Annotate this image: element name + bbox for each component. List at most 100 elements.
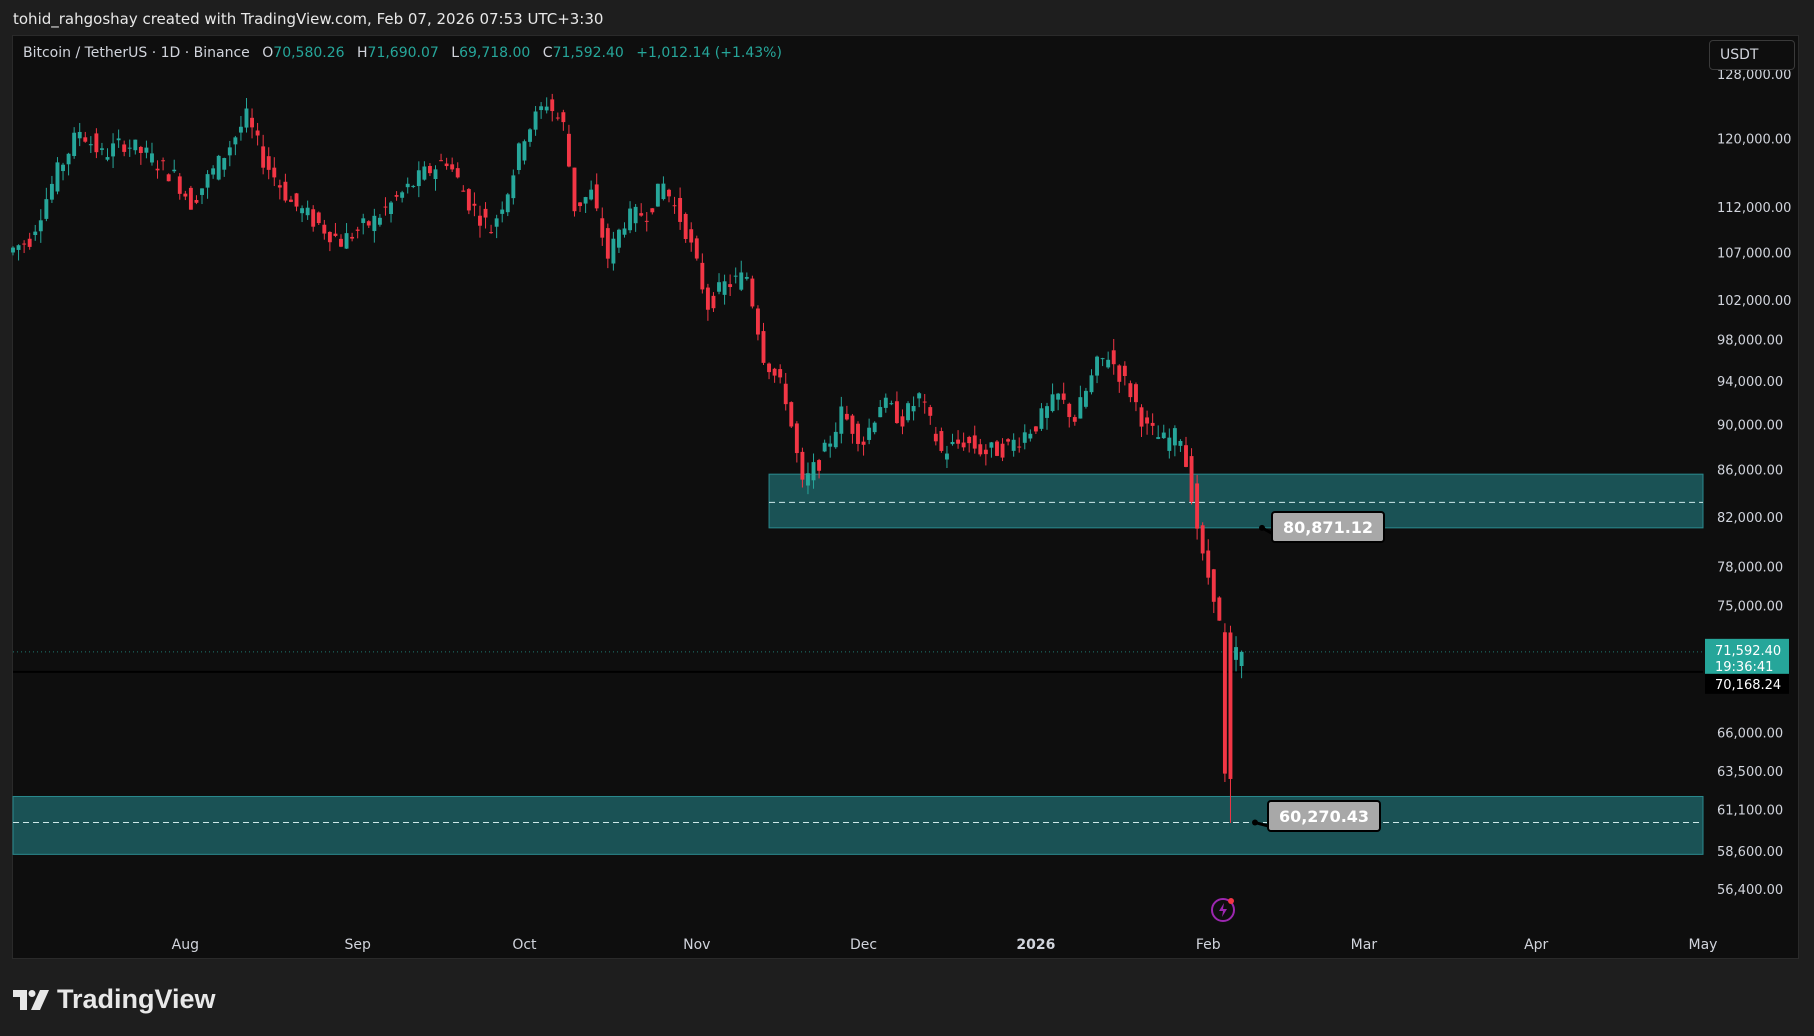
- candle-body: [806, 473, 810, 486]
- candle-body: [311, 209, 316, 227]
- candle-body: [566, 133, 571, 167]
- candle-body: [478, 215, 482, 226]
- candle-body: [928, 407, 933, 416]
- candle-body: [394, 195, 399, 197]
- candle-body: [494, 218, 499, 227]
- y-tick-label: 86,000.00: [1717, 464, 1783, 479]
- candle-body: [1045, 406, 1049, 418]
- candle-body: [177, 176, 182, 194]
- support-zone-1: [768, 473, 1704, 529]
- candle-body: [972, 435, 977, 449]
- candle-body: [205, 174, 210, 188]
- candle-body: [739, 272, 744, 290]
- candle-body: [633, 206, 638, 224]
- candle-body: [539, 106, 544, 111]
- currency-selector[interactable]: USDT: [1709, 40, 1795, 70]
- candle-body: [1111, 350, 1116, 365]
- candle-body: [750, 278, 755, 307]
- candle-body: [794, 423, 799, 454]
- lightning-icon[interactable]: [1210, 897, 1236, 923]
- x-tick-label: Apr: [1524, 937, 1548, 953]
- candle-body: [1195, 483, 1200, 529]
- callout-box-2: [1267, 800, 1381, 832]
- symbol-label[interactable]: Bitcoin / TetherUS · 1D · Binance: [23, 45, 250, 61]
- candle-body: [111, 143, 116, 157]
- high-label: H: [357, 45, 368, 61]
- candle-body: [1117, 365, 1122, 382]
- candle-body: [883, 397, 888, 408]
- candle-body: [922, 401, 927, 403]
- callout-anchor-1: [1259, 524, 1265, 531]
- candle-body: [956, 439, 961, 444]
- callout-anchor-2: [1252, 819, 1258, 826]
- candle-body: [455, 168, 460, 178]
- candle-body: [416, 170, 421, 187]
- candle-body: [1234, 647, 1238, 660]
- candle-body: [1078, 397, 1083, 419]
- y-tick-label: 120,000.00: [1717, 132, 1791, 147]
- candle-body: [1161, 432, 1166, 439]
- candle-body: [222, 158, 227, 170]
- candle-body: [433, 169, 438, 180]
- candle-body: [1022, 432, 1027, 443]
- candle-body: [694, 238, 699, 259]
- candle-body: [55, 162, 60, 192]
- candle-body: [366, 221, 371, 226]
- candle-body: [1050, 394, 1055, 412]
- chart-credit: tohid_rahgoshay created with TradingView…: [13, 10, 604, 28]
- candle-body: [322, 224, 327, 234]
- candle-body: [856, 423, 860, 444]
- candle-body: [939, 431, 944, 451]
- candle-body: [850, 415, 855, 434]
- candle-body: [155, 168, 160, 171]
- candle-body: [667, 189, 671, 197]
- candle-body: [1017, 446, 1022, 448]
- candle-body: [639, 213, 644, 216]
- candle-body: [22, 243, 27, 245]
- tradingview-logo[interactable]: TradingView: [13, 984, 216, 1015]
- y-tick-label: 112,000.00: [1717, 201, 1791, 216]
- candle-body: [133, 139, 138, 151]
- candle-body: [83, 137, 88, 142]
- candle-body: [411, 185, 416, 187]
- candle-body: [689, 229, 694, 243]
- candle-body: [427, 166, 432, 174]
- candle-body: [1167, 437, 1172, 451]
- high-value: 71,690.07: [367, 45, 439, 61]
- candle-body: [822, 442, 827, 452]
- candle-body: [1156, 437, 1161, 439]
- candle-body: [561, 112, 566, 123]
- candle-body: [789, 402, 794, 427]
- callout-label-2: 60,270.43: [1279, 807, 1369, 826]
- candle-body: [861, 441, 866, 445]
- x-tick-label: Feb: [1196, 937, 1221, 953]
- candle-body: [1100, 358, 1105, 360]
- candle-body: [283, 181, 288, 201]
- candle-body: [583, 197, 588, 204]
- candle-body: [844, 413, 849, 420]
- candle-body: [61, 164, 65, 172]
- candle-body: [550, 99, 555, 112]
- candle-body: [1033, 426, 1038, 432]
- candle-body: [216, 155, 221, 180]
- change-value: +1,012.14 (+1.43%): [636, 45, 782, 61]
- candle-body: [700, 262, 705, 290]
- candle-body: [889, 403, 894, 405]
- top-bar: tohid_rahgoshay created with TradingView…: [0, 0, 1814, 36]
- candle-body: [1083, 390, 1088, 407]
- candle-body: [600, 218, 605, 238]
- candle-body: [833, 431, 838, 448]
- close-label: C: [542, 45, 553, 61]
- candle-body: [289, 199, 293, 202]
- candle-body: [450, 164, 455, 170]
- tradingview-brand: TradingView: [57, 984, 216, 1014]
- candle-body: [1095, 356, 1099, 376]
- candle-body: [1184, 445, 1188, 467]
- y-tick-label: 98,000.00: [1717, 334, 1783, 349]
- candle-body: [439, 160, 444, 162]
- open-label: O: [262, 45, 274, 61]
- candle-body: [761, 331, 766, 363]
- x-tick-label: Oct: [512, 937, 537, 953]
- candle-body: [655, 183, 660, 207]
